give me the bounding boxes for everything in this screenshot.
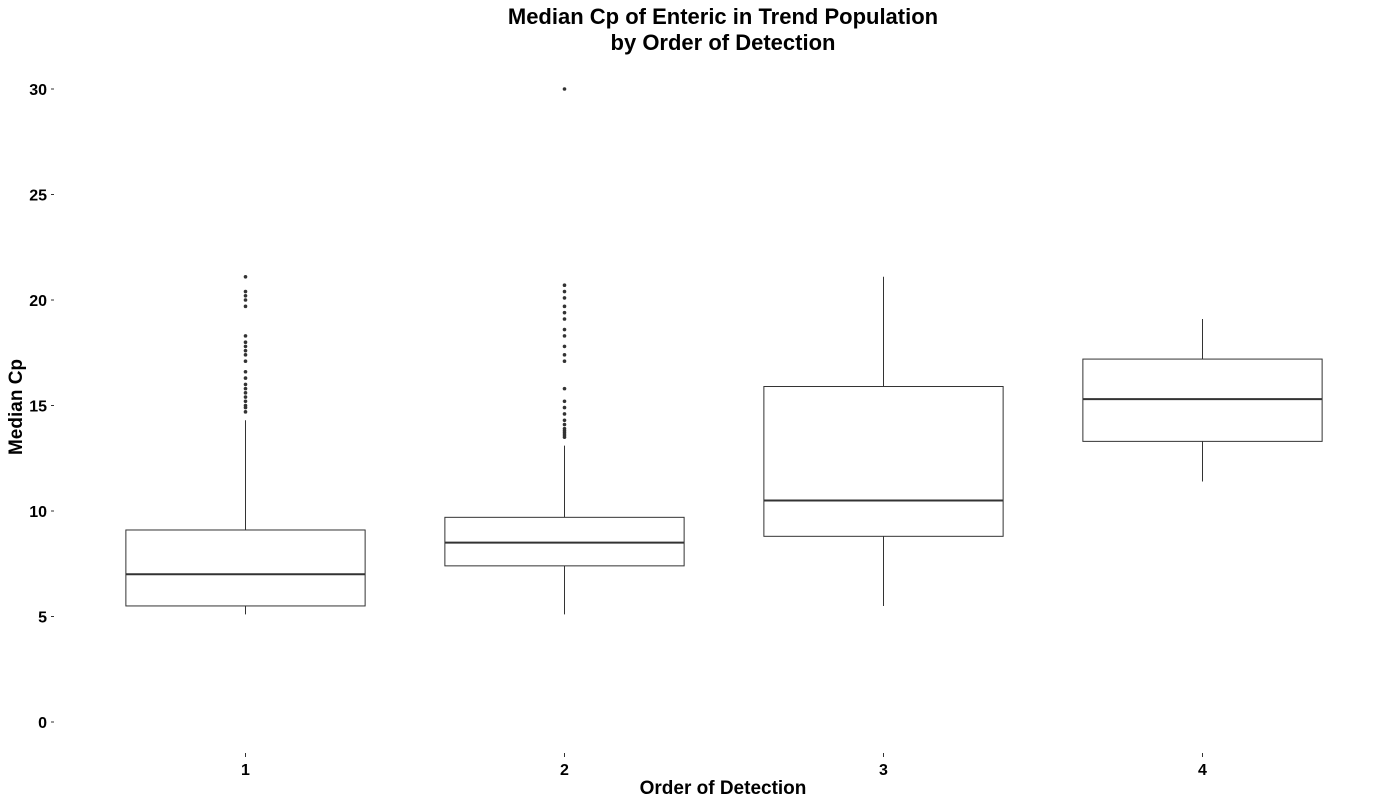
- y-tick-label: 20: [29, 293, 47, 310]
- outlier-point: [562, 344, 567, 349]
- outlier-point: [243, 359, 248, 363]
- y-tick-label: 30: [29, 82, 47, 99]
- box-1: [125, 274, 366, 615]
- outlier-point: [243, 353, 248, 357]
- y-axis: 0 5 10 15 20 25 30: [29, 82, 54, 732]
- outlier-point: [243, 395, 248, 399]
- outlier-point: [562, 304, 567, 309]
- outlier-point: [562, 412, 567, 416]
- x-axis-title: Order of Detection: [640, 778, 807, 799]
- y-tick-label: 5: [38, 610, 47, 627]
- y-axis-title: Median Cp: [6, 359, 27, 455]
- outlier-point: [562, 422, 567, 427]
- outlier-point: [562, 359, 567, 363]
- outlier-point: [243, 376, 248, 380]
- outlier-point: [562, 353, 567, 357]
- outlier-point: [562, 418, 567, 423]
- outlier-point: [243, 399, 248, 404]
- outlier-point: [243, 293, 248, 298]
- outlier-point: [243, 289, 248, 294]
- x-tick-label: 1: [241, 762, 250, 779]
- outlier-point: [562, 405, 567, 410]
- box-2: [444, 87, 685, 615]
- chart-subtitle: by Order of Detection: [611, 30, 836, 55]
- outlier-point: [562, 87, 567, 91]
- y-tick-label: 0: [38, 715, 47, 732]
- outlier-point: [243, 334, 248, 338]
- box-3: [763, 276, 1004, 606]
- outlier-point: [562, 296, 567, 300]
- x-axis: 1 2 3 4: [241, 753, 1207, 779]
- outlier-point: [243, 391, 248, 395]
- outlier-point: [562, 283, 567, 288]
- plot-area: [125, 87, 1323, 615]
- outlier-point: [243, 344, 248, 349]
- outlier-point: [243, 304, 248, 309]
- outlier-point: [562, 289, 567, 294]
- iqr-box: [1082, 358, 1323, 442]
- box-4: [1082, 318, 1323, 482]
- x-tick-label: 4: [1198, 762, 1207, 779]
- outlier-point: [243, 403, 248, 408]
- outlier-point: [243, 369, 248, 374]
- y-tick-label: 25: [29, 188, 47, 205]
- outlier-point: [243, 340, 248, 345]
- outlier-point: [562, 310, 567, 315]
- outlier-point: [243, 410, 248, 414]
- outlier-point: [562, 426, 567, 431]
- chart-title: Median Cp of Enteric in Trend Population: [508, 4, 938, 29]
- outlier-point: [243, 274, 248, 279]
- y-tick-label: 10: [29, 504, 47, 521]
- iqr-box: [444, 516, 685, 567]
- outlier-point: [562, 334, 567, 338]
- iqr-box: [763, 386, 1004, 537]
- outlier-point: [562, 386, 567, 391]
- outlier-point: [243, 382, 248, 387]
- outlier-point: [562, 399, 567, 404]
- outlier-point: [243, 348, 248, 353]
- outlier-point: [243, 386, 248, 391]
- x-tick-label: 2: [560, 762, 569, 779]
- y-tick-label: 15: [29, 399, 47, 416]
- x-tick-label: 3: [879, 762, 888, 779]
- outlier-point: [243, 298, 248, 302]
- outlier-point: [562, 317, 567, 321]
- outlier-point: [562, 327, 567, 332]
- iqr-box: [125, 529, 366, 607]
